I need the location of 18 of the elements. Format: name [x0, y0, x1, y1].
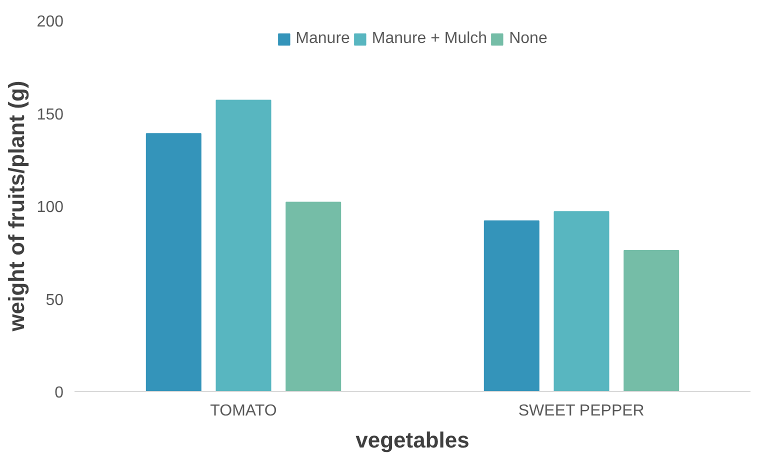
bar	[624, 250, 680, 392]
y-tick-label: 50	[46, 292, 64, 309]
bar	[554, 211, 610, 392]
y-tick-label: 150	[36, 106, 64, 124]
bar	[286, 202, 342, 392]
bar	[484, 220, 540, 392]
y-tick-label: 200	[36, 14, 64, 30]
x-axis-title: vegetables	[356, 428, 470, 452]
x-tick-label: SWEET PEPPER	[518, 402, 644, 420]
x-tick-label: TOMATO	[210, 402, 277, 420]
bar	[146, 133, 202, 392]
y-axis-title: weight of fruits/plant (g)	[4, 80, 29, 332]
legend-label: Manure + Mulch	[372, 30, 488, 48]
y-tick-label: 0	[54, 384, 64, 402]
legend-label: Manure	[296, 30, 350, 48]
bar	[216, 100, 272, 392]
legend-label: None	[509, 30, 548, 48]
y-tick-label: 100	[36, 199, 64, 216]
